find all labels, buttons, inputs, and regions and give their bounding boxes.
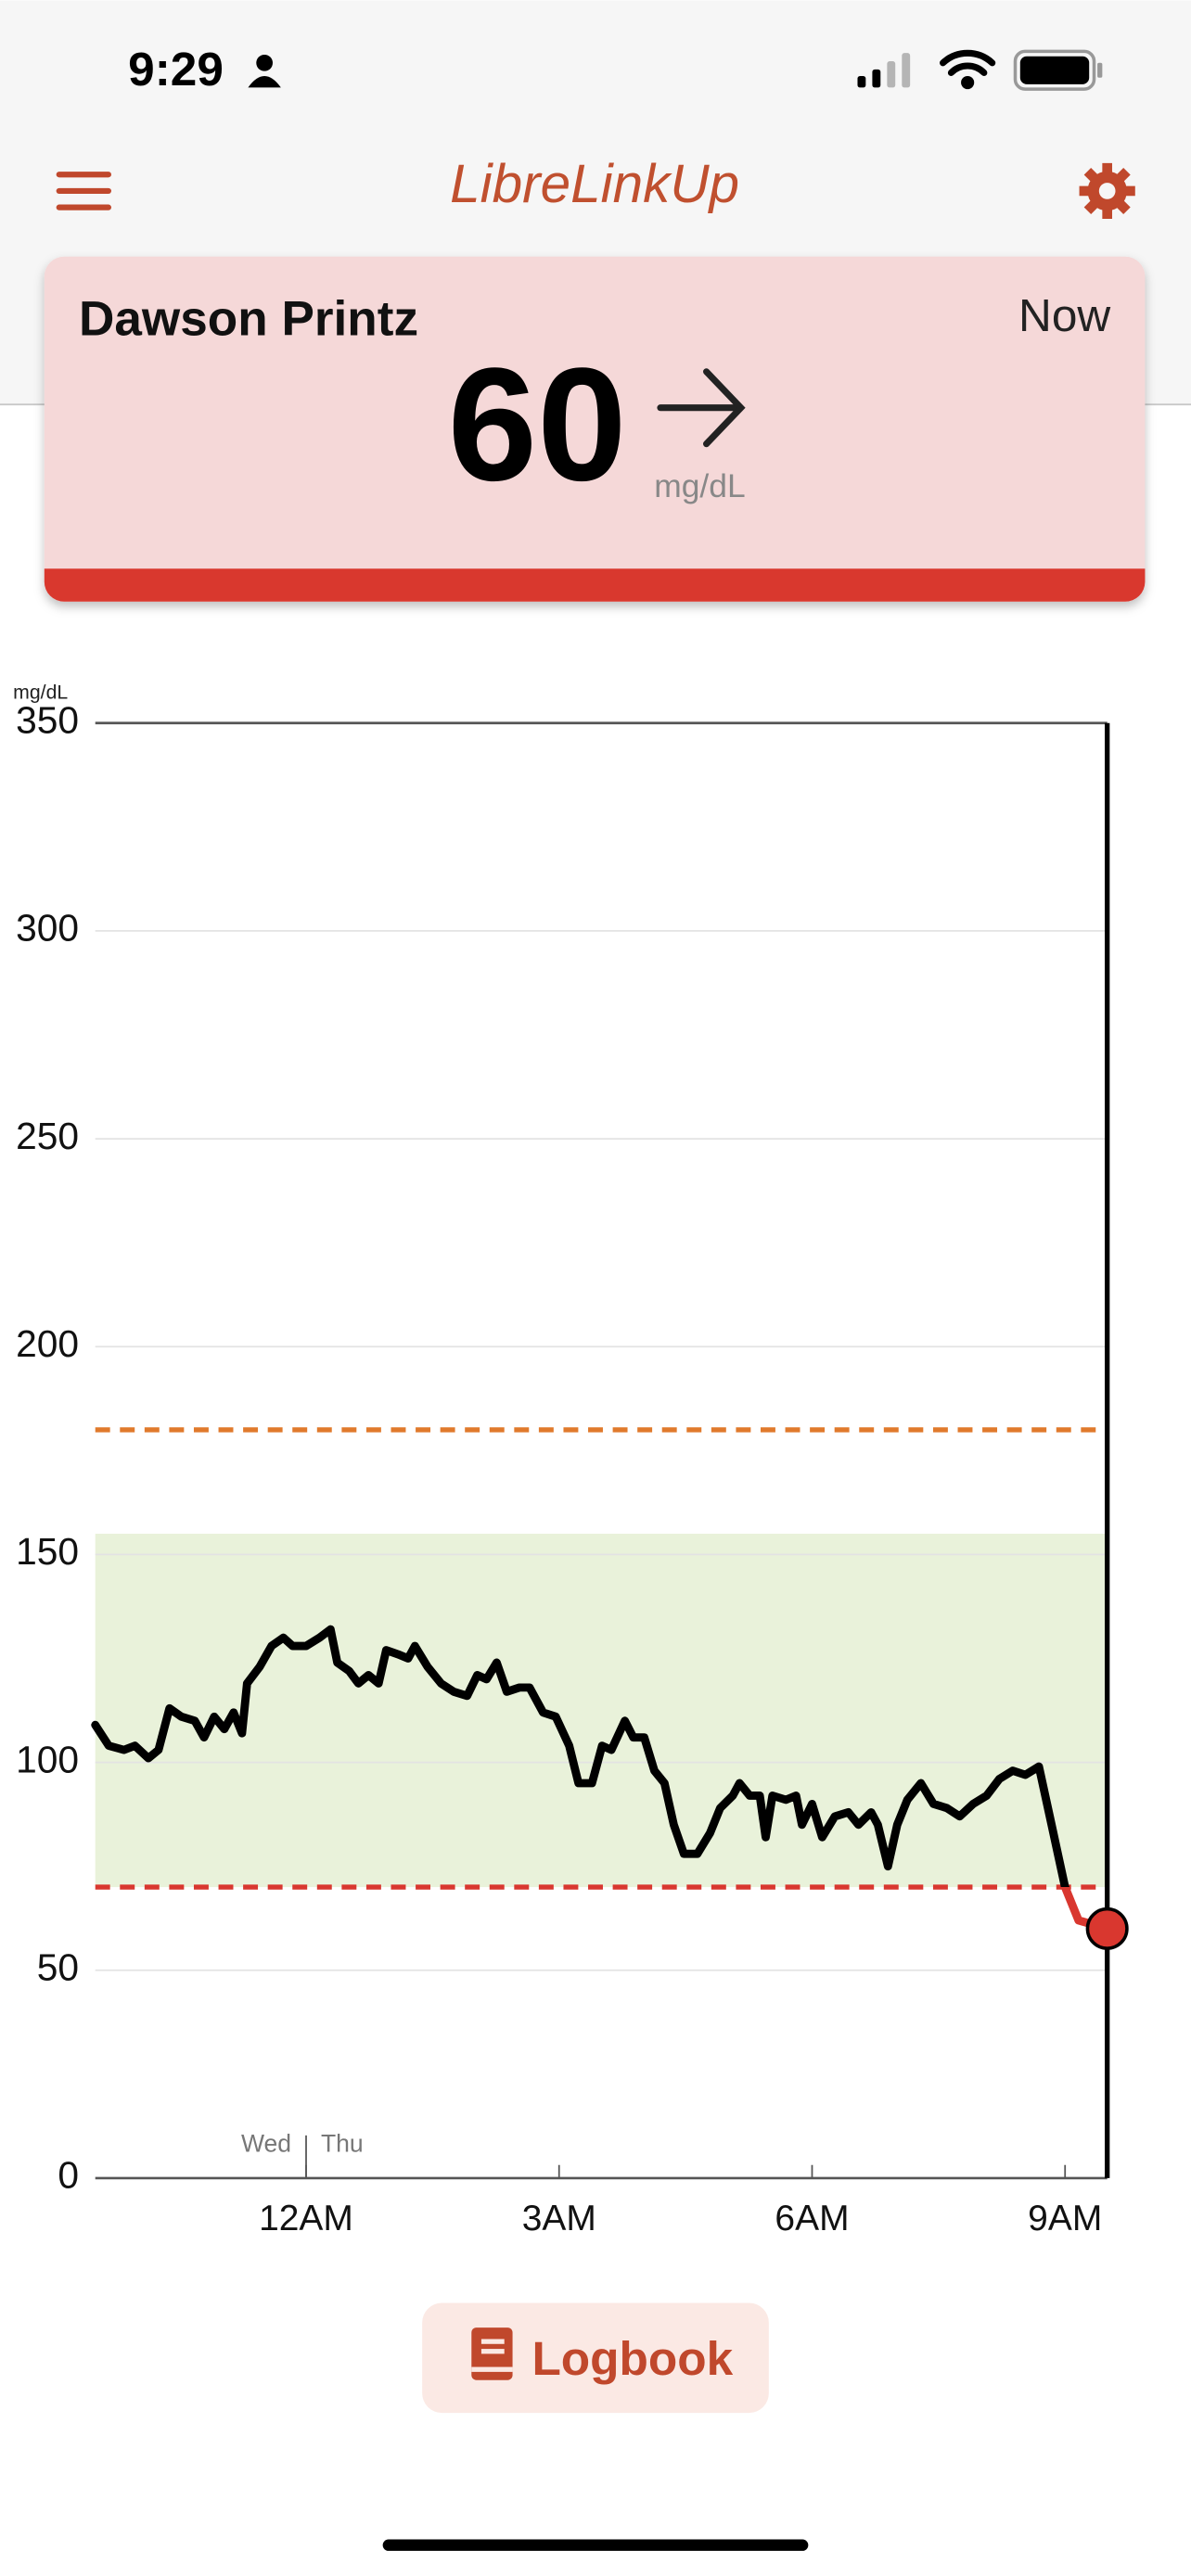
glucose-unit: mg/dL — [654, 467, 745, 504]
status-time: 9:29 — [128, 43, 224, 96]
home-indicator — [382, 2539, 809, 2551]
current-reading-dot — [1085, 1906, 1129, 1950]
y-tick-label: 0 — [58, 2154, 79, 2197]
y-tick-label: 100 — [16, 1738, 79, 1780]
y-tick-label: 300 — [16, 907, 79, 950]
glucose-chart: mg/dL 0 50 100 150 200 250 300 350 12AM 3AM 6AM 9AM W… — [13, 681, 1129, 2238]
trend-arrow — [657, 368, 746, 448]
book-icon — [471, 2327, 513, 2380]
x-tick-label: 3AM — [522, 2199, 596, 2238]
battery-icon — [1013, 49, 1103, 91]
y-tick-label: 200 — [16, 1322, 79, 1365]
patient-name: Dawson Printz — [79, 292, 418, 347]
x-tick-label: 9AM — [1028, 2199, 1102, 2238]
y-axis-label: mg/dL — [13, 681, 68, 703]
settings-button[interactable] — [1079, 162, 1135, 220]
logbook-label[interactable]: Logbook — [531, 2332, 733, 2385]
y-tick-label: 350 — [16, 699, 79, 742]
menu-button[interactable] — [56, 172, 111, 210]
x-tick-label: 12AM — [259, 2199, 353, 2238]
wifi-icon — [940, 49, 996, 90]
glucose-line — [91, 1625, 1112, 1933]
signal-icon — [857, 53, 911, 88]
app-title: LibreLinkUp — [450, 154, 739, 214]
person-icon — [248, 54, 281, 88]
glucose-value: 60 — [448, 334, 627, 514]
y-tick-label: 250 — [16, 1115, 79, 1157]
day-label: Thu — [321, 2129, 364, 2157]
y-tick-label: 150 — [16, 1530, 79, 1573]
reading-card[interactable] — [44, 256, 1146, 602]
y-tick-label: 50 — [37, 1946, 79, 1989]
x-tick-label: 6AM — [775, 2199, 849, 2238]
target-range — [95, 1533, 1108, 1888]
reading-time: Now — [1018, 289, 1110, 341]
day-label: Wed — [241, 2129, 291, 2157]
